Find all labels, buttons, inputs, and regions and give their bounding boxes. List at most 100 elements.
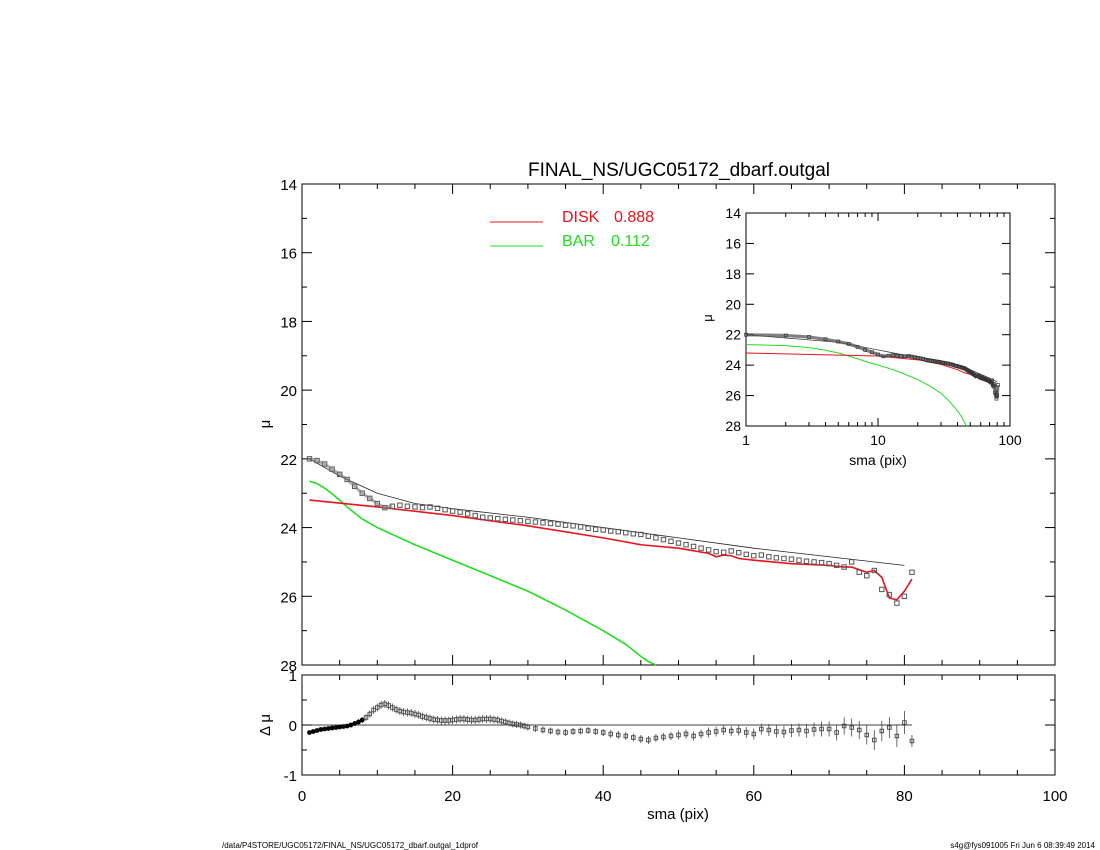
resid-point bbox=[849, 725, 854, 730]
inset-observed-point bbox=[870, 350, 874, 355]
inset-observed-point bbox=[807, 335, 811, 339]
resid-point bbox=[834, 730, 839, 735]
resid-xtick-label: 40 bbox=[595, 788, 612, 805]
inset-observed-point bbox=[744, 332, 748, 337]
resid-ytick-label: 0 bbox=[289, 718, 297, 735]
inset-xtick-label: 10 bbox=[870, 432, 886, 448]
inset-log-plot: 14 16 18 20 22 24 26 281 10 100 bbox=[725, 205, 1021, 448]
resid-point bbox=[646, 737, 651, 743]
inset-observed-point bbox=[939, 360, 943, 365]
inset-xtick-label: 100 bbox=[998, 432, 1022, 448]
resid-point bbox=[329, 725, 335, 731]
observed-point bbox=[781, 555, 787, 562]
inset-observed-point bbox=[823, 337, 828, 342]
resid-point bbox=[872, 737, 877, 743]
resid-point bbox=[363, 715, 369, 720]
resid-point bbox=[683, 731, 689, 737]
inset-observed-point bbox=[881, 354, 886, 359]
observed-point bbox=[796, 557, 802, 563]
resid-point bbox=[728, 728, 734, 734]
observed-point bbox=[638, 531, 644, 538]
inset-observed-point bbox=[991, 384, 996, 389]
observed-point bbox=[464, 511, 471, 517]
observed-point bbox=[502, 516, 509, 523]
main-ytick-label: 24 bbox=[280, 521, 297, 538]
resid-point bbox=[563, 730, 568, 735]
resid-point bbox=[691, 733, 696, 739]
main-ytick-label: 26 bbox=[280, 589, 297, 606]
observed-point bbox=[811, 559, 817, 565]
observed-point bbox=[592, 526, 599, 532]
observed-point bbox=[495, 515, 501, 522]
resid-point bbox=[668, 733, 674, 739]
inset-bar-line bbox=[745, 344, 968, 427]
main-ytick-label: 18 bbox=[280, 314, 297, 331]
inset-observed-point bbox=[783, 333, 788, 338]
observed-point bbox=[404, 503, 411, 509]
observed-point bbox=[668, 538, 674, 545]
disk-component-line bbox=[309, 499, 913, 601]
observed-point bbox=[743, 551, 749, 558]
main-ytick-label: 28 bbox=[280, 658, 297, 675]
resid-point bbox=[359, 717, 365, 723]
resid-ytick-label: 1 bbox=[289, 668, 297, 685]
observed-point bbox=[683, 542, 689, 548]
resid-point bbox=[367, 711, 373, 717]
inset-ytick-label: 28 bbox=[725, 418, 741, 434]
resid-point bbox=[337, 724, 343, 730]
resid-point bbox=[887, 725, 892, 730]
inset-observed-point bbox=[992, 382, 997, 387]
observed-point bbox=[660, 536, 667, 543]
resid-point bbox=[841, 723, 847, 729]
observed-point bbox=[758, 552, 765, 558]
resid-point bbox=[789, 728, 794, 733]
inset-observed-point bbox=[930, 359, 935, 364]
observed-point bbox=[615, 528, 621, 535]
legend-bar-label: BAR bbox=[562, 233, 595, 250]
inset-ylabel: μ bbox=[700, 314, 715, 322]
observed-point bbox=[826, 560, 832, 567]
inset-observed-point bbox=[921, 357, 926, 361]
observed-point bbox=[427, 504, 433, 510]
observed-point bbox=[653, 535, 659, 541]
observed-point bbox=[547, 520, 554, 527]
main-profile-plot: 14 16 18 20 22 24 26 28 bbox=[280, 177, 1056, 675]
observed-point bbox=[623, 530, 629, 536]
resid-point bbox=[804, 728, 809, 734]
inset-observed-point bbox=[846, 341, 851, 346]
observed-point bbox=[879, 586, 885, 593]
observed-point bbox=[818, 559, 825, 566]
inset-observed-point bbox=[937, 360, 941, 364]
observed-point bbox=[833, 562, 840, 569]
observed-point bbox=[698, 545, 704, 551]
resid-point bbox=[341, 724, 346, 729]
resid-point bbox=[864, 732, 870, 738]
resid-point bbox=[623, 733, 629, 739]
resid-point bbox=[356, 719, 361, 725]
resid-point bbox=[540, 727, 546, 733]
observed-point bbox=[480, 514, 486, 520]
resid-xtick-label: 20 bbox=[444, 788, 461, 805]
resid-point bbox=[314, 728, 320, 733]
resid-point bbox=[325, 726, 331, 731]
observed-point bbox=[510, 517, 516, 523]
observed-point bbox=[434, 505, 441, 512]
resid-point bbox=[902, 720, 907, 725]
inset-observed-point bbox=[903, 354, 907, 359]
observed-dense-band bbox=[309, 457, 393, 510]
inset-xtick-label: 1 bbox=[742, 432, 750, 448]
resid-point bbox=[593, 729, 598, 734]
resid-ylabel: Δ μ bbox=[257, 714, 274, 736]
resid-point bbox=[894, 733, 900, 739]
resid-point bbox=[548, 728, 553, 734]
resid-point bbox=[578, 728, 583, 734]
resid-point bbox=[713, 729, 719, 734]
resid-point bbox=[375, 705, 380, 710]
inset-observed-point bbox=[891, 353, 895, 358]
observed-point bbox=[864, 572, 870, 579]
inset-ytick-label: 22 bbox=[725, 327, 741, 343]
observed-point bbox=[457, 509, 463, 515]
observed-point bbox=[555, 521, 561, 527]
inset-observed-point bbox=[899, 354, 904, 358]
resid-point bbox=[310, 729, 316, 734]
